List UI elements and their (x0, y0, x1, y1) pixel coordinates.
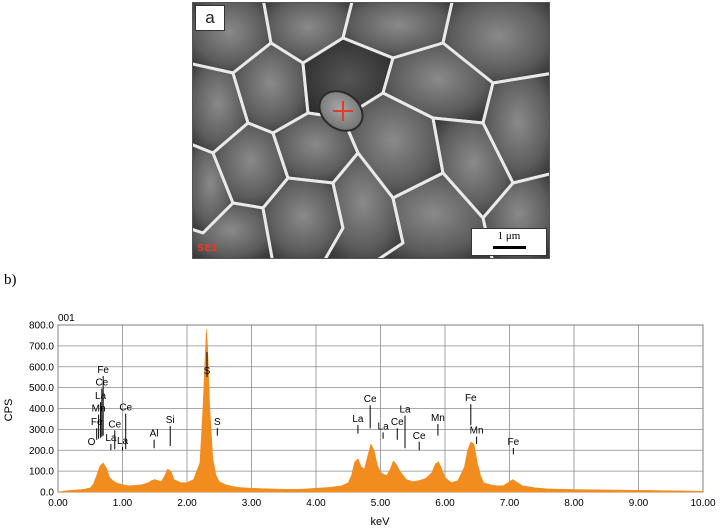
peak-label: Si (166, 415, 175, 426)
cross-marker (333, 101, 353, 121)
grid-lines (57, 324, 704, 493)
axis-ticks: 0.00 1.00 2.00 3.00 4.00 5.00 6.00 7.00 8.00 9.00… (29, 321, 716, 510)
peak-label: La (378, 421, 390, 432)
peak-label: Ce (119, 403, 132, 414)
panel-b-label: b) (4, 272, 17, 288)
x-tick-label: 6.00 (435, 498, 455, 509)
y-tick-label: 600.0 (29, 362, 54, 373)
sem-micrograph: a SE1 1 μm (192, 2, 550, 259)
peak-label: Al (150, 429, 159, 440)
sem-detector-tag: SE1 (197, 243, 218, 254)
peak-label: Mn (470, 426, 484, 437)
scale-bar (493, 246, 526, 249)
scale-bar-label: 1 μm (497, 230, 521, 242)
spectrum-area (57, 329, 704, 493)
scale-bar-box: 1 μm (471, 228, 547, 256)
peak-label: La (399, 405, 411, 416)
x-tick-label: 8.00 (564, 498, 584, 509)
x-tick-label: 0.00 (48, 498, 68, 509)
y-tick-label: 300.0 (29, 425, 54, 436)
peak-label: La (95, 391, 107, 402)
peak-label: Ce (108, 419, 121, 430)
y-axis-label: CPS (3, 399, 15, 422)
peak-label: Ce (391, 417, 404, 428)
peak-label: Fe (508, 437, 520, 448)
peak-label: La (105, 433, 117, 444)
peak-label: S (204, 366, 211, 377)
peak-label: Fe (91, 417, 103, 428)
x-tick-label: 10.00 (690, 498, 715, 509)
peak-label: Mn (92, 404, 106, 415)
x-tick-label: 4.00 (306, 498, 326, 509)
peak-label: La (117, 436, 129, 447)
x-axis-label: keV (371, 516, 391, 528)
peak-label: Ce (413, 431, 426, 442)
y-tick-label: 800.0 (29, 321, 54, 332)
peak-label: Ce (364, 394, 377, 405)
x-tick-label: 9.00 (629, 498, 649, 509)
y-tick-label: 200.0 (29, 446, 54, 457)
peak-label: O (88, 437, 96, 448)
peak-label: Ce (95, 378, 108, 389)
y-tick-label: 500.0 (29, 383, 54, 394)
peak-label: Mn (431, 413, 445, 424)
peak-label: La (352, 414, 364, 425)
peak-label: Fe (465, 393, 477, 404)
sem-image (193, 3, 549, 258)
x-tick-label: 7.00 (500, 498, 520, 509)
x-tick-label: 2.00 (177, 498, 197, 509)
eds-spectrum-chart: 0.00 1.00 2.00 3.00 4.00 5.00 6.00 7.00 8.00 9.00… (3, 313, 716, 528)
chart-title: 001 (58, 313, 75, 324)
panel-a-label: a (195, 5, 225, 31)
peak-label: Fe (97, 365, 109, 376)
x-tick-label: 1.00 (113, 498, 133, 509)
y-tick-label: 0.0 (40, 488, 54, 499)
x-tick-label: 5.00 (371, 498, 391, 509)
peak-label: S (214, 417, 221, 428)
x-tick-label: 3.00 (242, 498, 262, 509)
y-tick-label: 400.0 (29, 404, 54, 415)
y-tick-label: 100.0 (29, 467, 54, 478)
y-tick-label: 700.0 (29, 341, 54, 352)
